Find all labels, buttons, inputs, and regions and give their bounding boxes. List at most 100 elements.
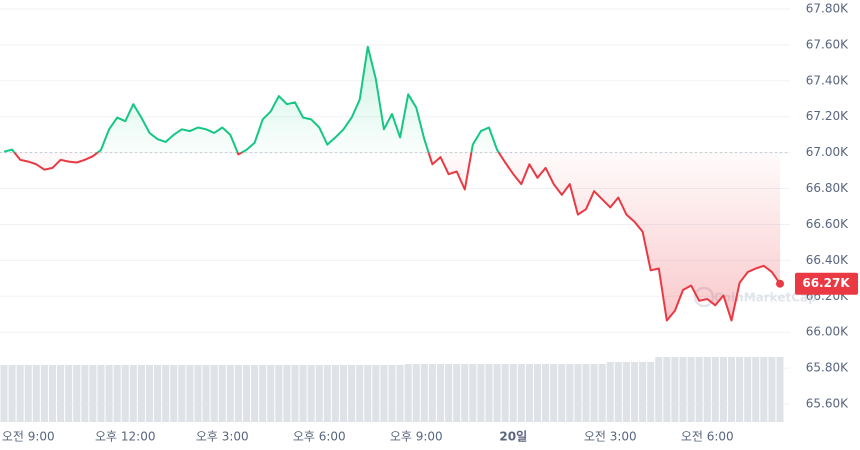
- volume-bar: [542, 364, 550, 422]
- x-tick-label: 오후 9:00: [390, 430, 443, 444]
- y-tick-label: 66.00K: [806, 325, 849, 339]
- volume-bar: [315, 365, 323, 422]
- volume-bar: [598, 364, 606, 422]
- y-tick-label: 67.00K: [806, 145, 849, 159]
- volume-bar: [299, 365, 307, 422]
- volume-bar: [461, 364, 469, 422]
- volume-bar: [356, 365, 364, 422]
- volume-bar: [428, 364, 436, 422]
- volume-bar: [485, 364, 493, 422]
- volume-bar: [517, 364, 525, 422]
- volume-bar: [40, 365, 48, 422]
- volume-bar: [768, 357, 776, 422]
- volume-bar: [533, 364, 542, 422]
- y-tick-label: 67.60K: [806, 37, 849, 51]
- volume-bar: [380, 365, 388, 422]
- volume-bar: [711, 357, 719, 422]
- volume-bar: [719, 357, 727, 422]
- volume-bar: [186, 365, 194, 422]
- volume-bar: [283, 365, 291, 422]
- x-tick-label: 오전 6:00: [681, 430, 734, 444]
- volume-bar: [663, 357, 671, 422]
- watermark-text: CoinMarketCap: [714, 291, 817, 305]
- volume-bar: [291, 365, 299, 422]
- volume-bar: [89, 365, 97, 422]
- volume-bar: [178, 365, 186, 422]
- volume-bar: [145, 365, 154, 422]
- volume-bar: [202, 365, 210, 422]
- y-tick-label: 67.20K: [806, 109, 849, 123]
- volume-bar: [469, 364, 477, 422]
- volume-bar: [323, 365, 331, 422]
- volume-bar: [436, 364, 445, 422]
- volume-bar: [736, 357, 744, 422]
- volume-bar: [162, 365, 170, 422]
- volume-bar: [558, 364, 566, 422]
- volume-bar: [267, 365, 275, 422]
- volume-bar: [477, 364, 485, 422]
- price-badge: [795, 272, 858, 295]
- y-tick-label: 66.80K: [806, 181, 849, 195]
- volume-bar: [65, 365, 73, 422]
- volume-bar: [453, 364, 461, 422]
- x-tick-label: 20일: [499, 430, 527, 444]
- price-line: [3, 45, 781, 322]
- volume-bar: [412, 364, 420, 422]
- volume-bar: [574, 364, 582, 422]
- volume-bar: [655, 357, 663, 422]
- x-tick-label: 오전 3:00: [584, 430, 637, 444]
- volume-bar: [73, 365, 81, 422]
- volume-bar: [194, 365, 202, 422]
- volume-bar: [129, 365, 137, 422]
- volume-bar: [388, 365, 396, 422]
- volume-bar: [687, 357, 695, 422]
- last-price-dot: [776, 279, 784, 288]
- volume-bar: [0, 365, 8, 422]
- y-tick-label: 67.80K: [806, 1, 849, 15]
- volume-bar: [647, 362, 655, 422]
- volume-bar: [372, 365, 380, 422]
- volume-bar: [113, 365, 121, 422]
- volume-bar: [234, 365, 242, 422]
- volume-bar: [493, 364, 501, 422]
- volume-bar: [121, 365, 129, 422]
- volume-bar: [703, 357, 711, 422]
- volume-bar: [331, 365, 339, 422]
- volume-bar: [48, 365, 57, 422]
- volume-bar: [154, 365, 162, 422]
- volume-bar: [501, 364, 509, 422]
- y-tick-label: 67.40K: [806, 73, 849, 87]
- volume-bar: [776, 357, 784, 422]
- volume-bar: [622, 362, 630, 422]
- volume-bar: [396, 365, 404, 422]
- y-tick-label: 66.60K: [806, 217, 849, 231]
- volume-bar: [307, 365, 315, 422]
- x-tick-label: 오전 9:00: [2, 430, 55, 444]
- volume-bar: [105, 365, 113, 422]
- volume-bar: [420, 364, 428, 422]
- volume-bar: [170, 365, 178, 422]
- volume-bar: [590, 364, 598, 422]
- price-badge-label: 66.27K: [802, 276, 850, 290]
- volume-bar: [525, 364, 533, 422]
- volume-bar: [695, 357, 703, 422]
- volume-bar: [630, 362, 639, 422]
- volume-bar: [16, 365, 24, 422]
- x-tick-label: 오후 12:00: [95, 430, 155, 444]
- price-area: [4, 46, 780, 321]
- volume-bar: [752, 357, 760, 422]
- volume-bar: [727, 357, 736, 422]
- volume-bar: [24, 365, 32, 422]
- volume-bar: [404, 364, 412, 422]
- volume-bar: [671, 357, 679, 422]
- volume-bar: [339, 365, 348, 422]
- volume-bar: [679, 357, 687, 422]
- y-tick-label: 65.60K: [806, 397, 849, 411]
- x-tick-label: 오후 6:00: [293, 430, 346, 444]
- x-tick-label: 오후 3:00: [196, 430, 249, 444]
- volume-bar: [639, 362, 647, 422]
- volume-bar: [242, 365, 251, 422]
- volume-bar: [226, 365, 234, 422]
- volume-bar: [348, 365, 356, 422]
- volume-bar: [32, 365, 40, 422]
